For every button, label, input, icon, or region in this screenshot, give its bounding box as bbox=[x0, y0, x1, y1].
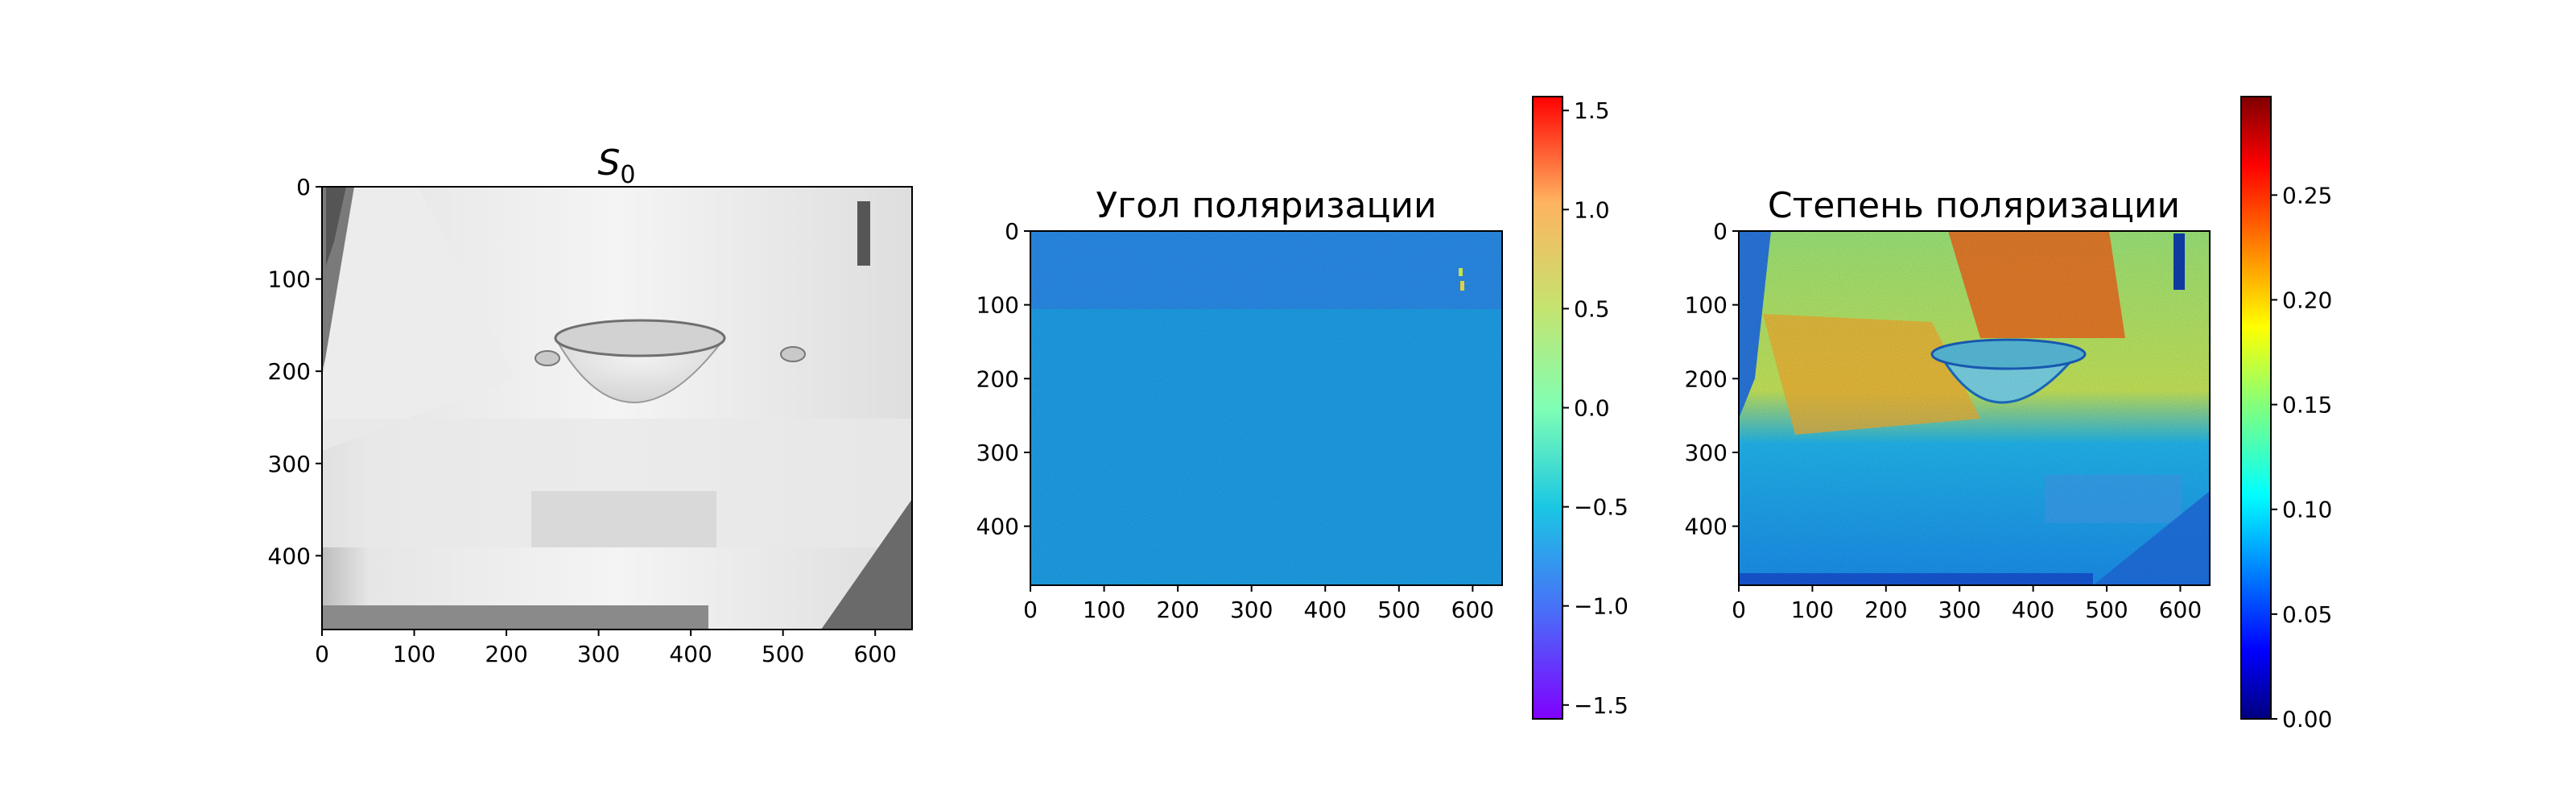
s0-title-sub: 0 bbox=[620, 161, 635, 189]
x-tick-label: 200 bbox=[1864, 597, 1907, 623]
colorbar-tick-label: 0.20 bbox=[2282, 287, 2332, 313]
angle-colorbar: 1.5 1.0 0.5 0.0 −0.5 −1.0 −1.5 bbox=[1532, 96, 1629, 720]
x-tick-label: 0 bbox=[315, 641, 329, 667]
colorbar-tick-label: 1.0 bbox=[1574, 196, 1610, 223]
x-tick-label: 300 bbox=[577, 641, 620, 667]
x-tick-label: 100 bbox=[1083, 597, 1125, 623]
x-tick-label: 100 bbox=[393, 641, 436, 667]
x-tick-label: 300 bbox=[1230, 597, 1273, 623]
colorbar-tick-label: −0.5 bbox=[1574, 494, 1629, 521]
x-tick-label: 0 bbox=[1023, 597, 1038, 623]
colorbar-tick-label: 0.15 bbox=[2282, 392, 2332, 419]
dop-axes: 0 100 200 300 400 500 600 0 100 200 300 400 bbox=[1685, 218, 2202, 623]
colorbar-tick-label: −1.0 bbox=[1574, 593, 1629, 620]
s0-frame bbox=[321, 186, 913, 630]
s0-title-base: S bbox=[597, 142, 620, 184]
dop-panel: Степень поляризации 0 100 200 300 400 500 6000… bbox=[1685, 96, 2332, 733]
angle-title: Угол поляризации bbox=[1096, 185, 1436, 226]
x-tick-label: 0 bbox=[1732, 597, 1746, 623]
colorbar-tick-label: 0.05 bbox=[2282, 601, 2332, 628]
x-tick-label: 200 bbox=[485, 641, 527, 667]
x-tick-label: 500 bbox=[1377, 597, 1420, 623]
colorbar-tick-label: −1.5 bbox=[1574, 692, 1629, 719]
colorbar-tick-label: 0.00 bbox=[2282, 706, 2332, 733]
angle-colorbar-ticks: 1.5 1.0 0.5 0.0 −0.5 −1.0 −1.5 bbox=[1563, 97, 1629, 719]
y-tick-label: 100 bbox=[268, 266, 311, 293]
y-tick-label: 400 bbox=[976, 514, 1019, 540]
x-tick-label: 100 bbox=[1791, 597, 1834, 623]
dop-colorbar: 0.25 0.20 0.15 0.10 0.05 0.00 bbox=[2240, 96, 2332, 733]
dop-image bbox=[1739, 231, 2210, 585]
angle-panel: Угол поляризации 0 100 200 300 400 500 600 0 100… bbox=[976, 96, 1629, 720]
colorbar-tick-label: 1.5 bbox=[1574, 97, 1610, 124]
s0-image bbox=[322, 187, 912, 630]
y-tick-label: 300 bbox=[1685, 440, 1728, 466]
y-tick-label: 0 bbox=[1713, 218, 1728, 245]
x-tick-label: 200 bbox=[1156, 597, 1199, 623]
y-tick-label: 400 bbox=[268, 543, 311, 569]
colorbar-tick-label: 0.10 bbox=[2282, 497, 2332, 523]
x-tick-label: 600 bbox=[1451, 597, 1494, 623]
s0-title: S0 bbox=[597, 142, 635, 189]
dop-title: Степень поляризации bbox=[1768, 185, 2180, 226]
y-tick-label: 0 bbox=[1005, 218, 1019, 245]
colorbar-tick-label: 0.0 bbox=[1574, 395, 1610, 422]
x-tick-label: 400 bbox=[1304, 597, 1347, 623]
x-tick-label: 500 bbox=[2085, 597, 2128, 623]
angle-image bbox=[1030, 231, 1502, 585]
x-tick-label: 500 bbox=[762, 641, 804, 667]
x-tick-label: 400 bbox=[2012, 597, 2054, 623]
dop-frame bbox=[1738, 230, 2211, 586]
y-tick-label: 0 bbox=[296, 174, 311, 200]
s0-axes: 0 100 200 300 400 500 600 0 100 200 300 400 bbox=[268, 174, 897, 667]
y-tick-label: 300 bbox=[976, 440, 1019, 466]
colorbar-tick-label: 0.5 bbox=[1574, 295, 1610, 322]
y-tick-label: 300 bbox=[268, 451, 311, 477]
y-tick-label: 100 bbox=[1685, 292, 1728, 319]
x-tick-label: 400 bbox=[669, 641, 712, 667]
colorbar-tick-label: 0.25 bbox=[2282, 182, 2332, 208]
y-tick-label: 200 bbox=[1685, 365, 1728, 392]
y-tick-label: 100 bbox=[976, 292, 1019, 319]
x-tick-label: 300 bbox=[1938, 597, 1980, 623]
dop-colorbar-ticks: 0.25 0.20 0.15 0.10 0.05 0.00 bbox=[2271, 182, 2332, 733]
y-tick-label: 200 bbox=[976, 365, 1019, 392]
y-tick-label: 200 bbox=[268, 358, 311, 385]
x-tick-label: 600 bbox=[2159, 597, 2202, 623]
x-tick-label: 600 bbox=[853, 641, 896, 667]
angle-frame bbox=[1030, 230, 1503, 586]
angle-axes: 0 100 200 300 400 500 600 0 100 200 300 400 bbox=[976, 218, 1495, 623]
y-tick-label: 400 bbox=[1685, 514, 1728, 540]
